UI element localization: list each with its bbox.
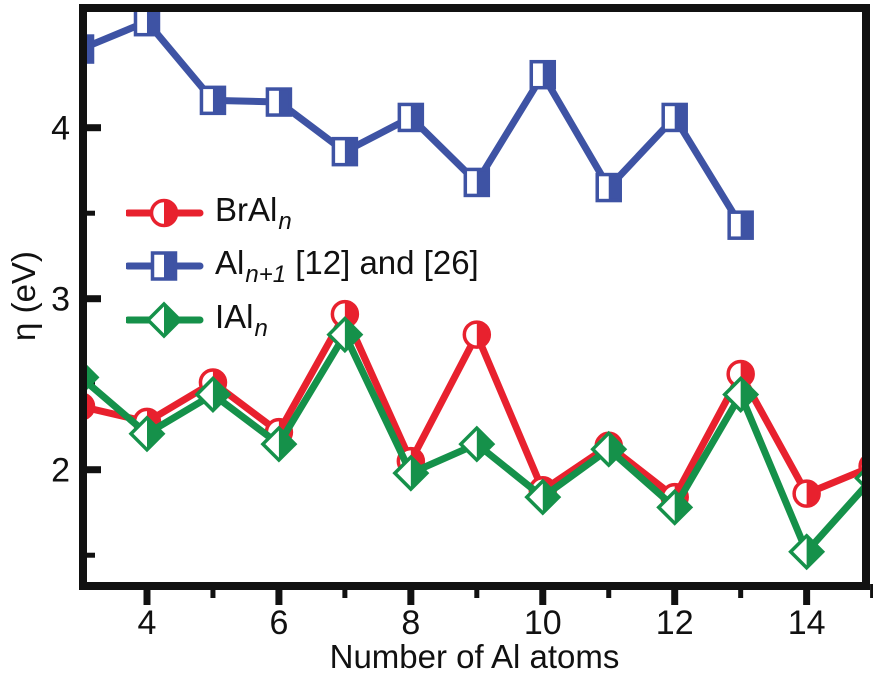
marker-half-square <box>199 85 227 116</box>
x-tick-label: 6 <box>269 604 288 642</box>
series-ialn <box>86 316 864 571</box>
marker-half-circle <box>86 393 96 420</box>
marker-half-diamond <box>128 415 166 453</box>
marker-half-diamond <box>326 316 364 354</box>
x-axis-ticks: 4 6 8 10 12 14 <box>138 584 873 642</box>
x-tick-label: 4 <box>138 604 157 642</box>
marker-half-diamond <box>722 375 760 413</box>
marker-half-square <box>595 172 622 203</box>
marker-half-circle <box>792 479 821 508</box>
marker-half-square <box>331 136 359 167</box>
y-axis-ticks: 2 3 4 <box>51 110 101 558</box>
marker-half-diamond <box>524 478 562 516</box>
marker-half-diamond <box>194 375 232 413</box>
marker-half-square <box>133 11 161 37</box>
marker-half-diamond <box>458 425 496 463</box>
marker-half-diamond <box>260 425 298 463</box>
marker-half-square <box>529 59 557 90</box>
x-tick-label: 14 <box>788 604 826 642</box>
marker-half-diamond <box>86 364 100 391</box>
marker-half-square <box>265 87 293 117</box>
marker-half-diamond <box>656 488 694 526</box>
marker-half-diamond <box>590 430 628 468</box>
marker-half-square <box>86 34 95 64</box>
y-tick-label: 2 <box>51 452 70 490</box>
marker-half-circle <box>462 320 492 349</box>
x-tick-label: 12 <box>656 604 694 642</box>
y-tick-label: 4 <box>51 110 70 148</box>
marker-half-diamond <box>392 454 430 492</box>
y-tick-label: 3 <box>51 281 70 319</box>
y-axis-title: η (eV) <box>5 251 42 341</box>
x-tick-label: 10 <box>524 604 562 642</box>
marker-half-square <box>463 167 491 198</box>
marker-half-diamond <box>788 533 826 571</box>
x-tick-label: 8 <box>401 604 420 642</box>
marker-half-square <box>397 102 425 133</box>
x-axis-title: Number of Al atoms <box>329 638 620 675</box>
marker-half-square <box>727 210 754 240</box>
series-aln-1-12-and-26 <box>86 11 754 240</box>
marker-half-square <box>661 102 688 133</box>
plot-frame <box>79 4 870 590</box>
